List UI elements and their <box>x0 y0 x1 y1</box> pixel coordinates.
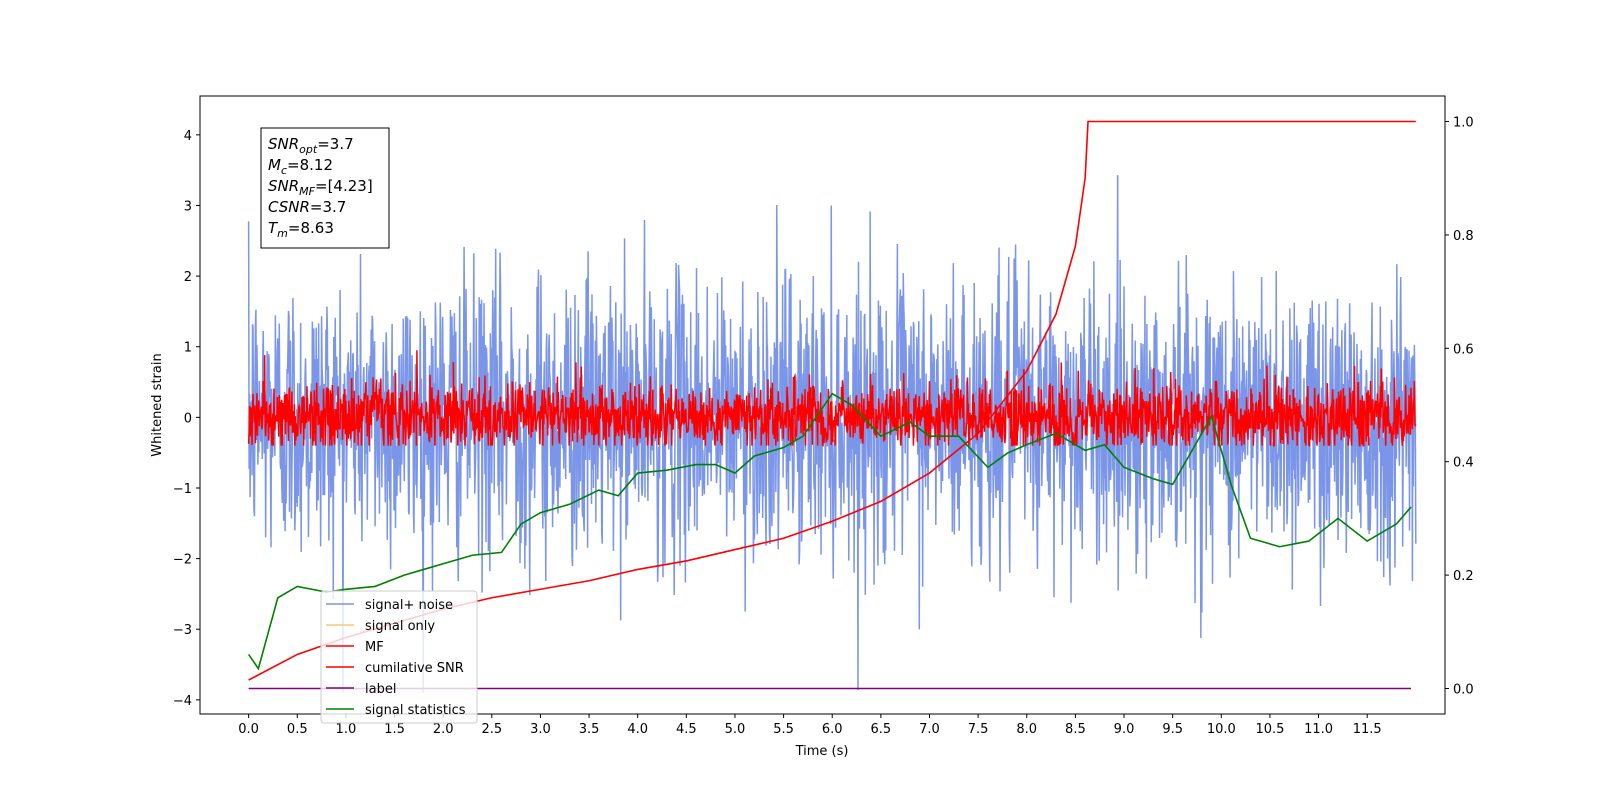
info-box-line: SNRopt=3.7 <box>268 135 354 156</box>
info-box-frame <box>260 127 390 249</box>
info-box-line: Mc=8.12 <box>268 156 333 177</box>
x-tick-label: 9.0 <box>1114 722 1135 737</box>
x-tick-label: 9.5 <box>1162 722 1183 737</box>
y-tick-label: −4 <box>173 694 192 709</box>
x-tick-label: 5.0 <box>725 722 746 737</box>
legend-frame <box>320 590 478 724</box>
x-tick-label: 8.0 <box>1016 722 1037 737</box>
y-tick-label: −1 <box>173 482 192 497</box>
info-box-line: Tm=8.63 <box>268 219 334 240</box>
y-tick-label: 0 <box>184 411 192 426</box>
x-axis-label: Time (s) <box>795 744 849 759</box>
x-tick-label: 0.5 <box>287 722 308 737</box>
x-tick-label: 2.5 <box>481 722 502 737</box>
info-box-line: SNRMF=[4.23] <box>268 177 373 198</box>
x-tick-label: 4.5 <box>676 722 697 737</box>
plot-frame <box>199 95 1446 715</box>
series-mf <box>247 350 1417 447</box>
legend-label: signal statistics <box>365 703 466 718</box>
x-tick-label: 11.0 <box>1304 722 1333 737</box>
series-signal-statistics <box>247 392 1412 671</box>
legend-label: signal only <box>365 619 435 634</box>
x-tick-label: 1.0 <box>336 722 357 737</box>
y-tick-label: 1 <box>184 341 192 356</box>
x-tick-label: 2.0 <box>433 722 454 737</box>
x-tick-label: 1.5 <box>384 722 405 737</box>
x-tick-label: 10.0 <box>1207 722 1236 737</box>
x-tick-label: 5.5 <box>773 722 794 737</box>
legend: signal+ noise signal only MF cumilative SNR… <box>320 590 478 724</box>
y-axis-ticks: 4 3 2 1 0 −1 −2 −3 −4 <box>173 129 200 709</box>
y2-tick-label: 0.4 <box>1453 456 1474 471</box>
x-tick-label: 0.0 <box>238 722 259 737</box>
y2-tick-label: 0.2 <box>1453 569 1474 584</box>
legend-label: label <box>365 682 396 697</box>
legend-label: cumilative SNR <box>365 661 464 676</box>
info-box-line: CSNR=3.7 <box>268 198 346 216</box>
x-tick-label: 7.5 <box>968 722 989 737</box>
y-tick-label: −3 <box>173 623 192 638</box>
y-axis-label: Whitened strain <box>150 353 165 456</box>
x-axis-ticks: 0.0 0.5 1.0 1.5 2.0 2.5 3.0 3.5 4.0 4.5 5.0 5.5 6.0 6… <box>238 714 1382 737</box>
y-tick-label: 2 <box>184 270 192 285</box>
y2-tick-label: 0.6 <box>1453 342 1474 357</box>
y2-axis-ticks: 1.0 0.8 0.6 0.4 0.2 0.0 <box>1445 116 1474 697</box>
x-tick-label: 10.5 <box>1255 722 1284 737</box>
x-tick-label: 3.0 <box>530 722 551 737</box>
y2-tick-label: 0.8 <box>1453 229 1474 244</box>
legend-label: signal+ noise <box>365 598 453 613</box>
x-tick-label: 8.5 <box>1065 722 1086 737</box>
x-tick-label: 6.0 <box>822 722 843 737</box>
x-tick-label: 6.5 <box>871 722 892 737</box>
y-tick-label: 3 <box>184 199 192 214</box>
x-tick-label: 4.0 <box>627 722 648 737</box>
x-tick-label: 3.5 <box>579 722 600 737</box>
y2-tick-label: 0.0 <box>1453 682 1474 697</box>
y2-tick-label: 1.0 <box>1453 116 1474 131</box>
x-tick-label: 7.0 <box>919 722 940 737</box>
legend-label: MF <box>365 640 384 655</box>
y-tick-label: 4 <box>184 129 192 144</box>
y-tick-label: −2 <box>173 553 192 568</box>
x-tick-label: 11.5 <box>1353 722 1382 737</box>
